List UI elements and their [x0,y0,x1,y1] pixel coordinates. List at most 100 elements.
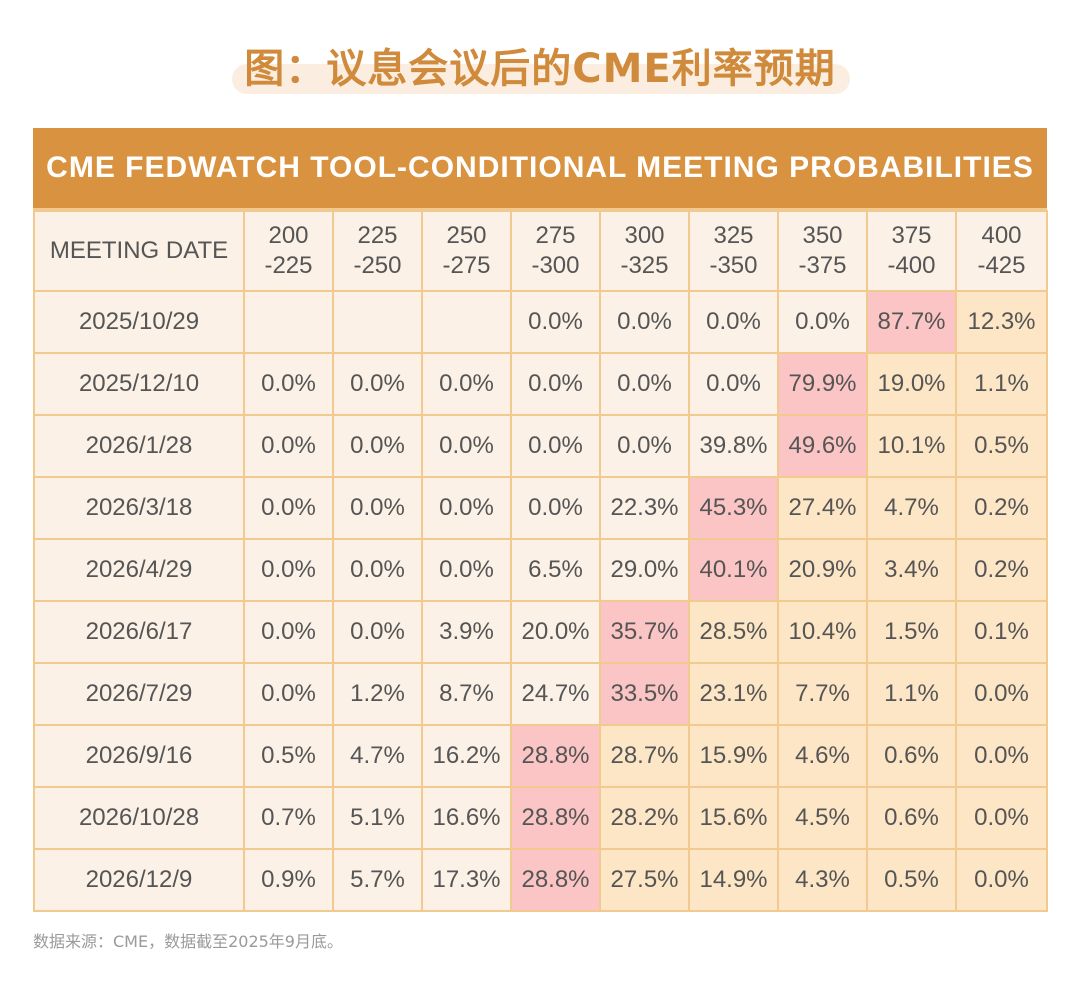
header-rate-range: 350 -375 [777,210,868,292]
probability-cell-max: 28.8% [510,724,601,788]
probability-cell: 0.6% [866,786,957,850]
probability-cell: 23.1% [688,662,779,726]
probability-cell: 28.2% [599,786,690,850]
probability-cell: 22.3% [599,476,690,540]
probability-cell: 0.0% [332,414,423,478]
probability-cell: 0.5% [243,724,334,788]
probability-cell: 4.7% [866,476,957,540]
table-body: MEETING DATE 200 -225 225 -250 250 -275 275 -30… [33,210,1048,912]
probability-cell [332,290,423,354]
header-rate-low: 250 [446,222,487,249]
probability-cell: 0.0% [421,352,512,416]
header-rate-high: -375 [798,252,847,279]
probability-cell: 4.3% [777,848,868,912]
table-header-row: MEETING DATE 200 -225 225 -250 250 -275 275 -30… [33,210,1048,292]
probability-cell: 0.5% [866,848,957,912]
header-rate-high: -275 [442,252,491,279]
probability-cell: 4.6% [777,724,868,788]
probability-cell: 0.1% [955,600,1048,664]
probability-cell: 1.1% [866,662,957,726]
probability-cell: 0.9% [243,848,334,912]
probability-cell: 10.4% [777,600,868,664]
probability-cell: 0.7% [243,786,334,850]
meeting-date-cell: 2026/9/16 [33,724,245,788]
probability-cell: 10.1% [866,414,957,478]
table-row: 2026/9/16 0.5% 4.7% 16.2% 28.8% 28.7% 15.9% 4.6… [33,724,1048,788]
probability-cell: 1.2% [332,662,423,726]
probability-cell: 0.0% [599,290,690,354]
probability-cell: 5.7% [332,848,423,912]
probability-cell: 15.6% [688,786,779,850]
header-rate-range: 225 -250 [332,210,423,292]
probability-cell: 3.9% [421,600,512,664]
probability-cell: 0.0% [421,414,512,478]
probability-cell: 1.5% [866,600,957,664]
probability-cell: 16.6% [421,786,512,850]
header-rate-low: 300 [624,222,665,249]
probability-cell: 28.5% [688,600,779,664]
probability-cell: 14.9% [688,848,779,912]
probability-cell: 0.0% [332,538,423,602]
probability-cell [421,290,512,354]
probability-cell-max: 87.7% [866,290,957,354]
probability-table-panel: CME FEDWATCH TOOL-CONDITIONAL MEETING PR… [33,128,1048,912]
probability-cell: 20.0% [510,600,601,664]
probability-cell: 27.4% [777,476,868,540]
meeting-date-cell: 2025/12/10 [33,352,245,416]
probability-cell: 0.0% [510,476,601,540]
table-row: 2026/3/18 0.0% 0.0% 0.0% 0.0% 22.3% 45.3% 27.4%… [33,476,1048,540]
probability-cell: 1.1% [955,352,1048,416]
probability-cell: 0.0% [688,352,779,416]
table-row: 2025/12/10 0.0% 0.0% 0.0% 0.0% 0.0% 0.0% 79.9% 1… [33,352,1048,416]
table-row: 2026/6/17 0.0% 0.0% 3.9% 20.0% 35.7% 28.5% 10.4… [33,600,1048,664]
probability-cell-max: 35.7% [599,600,690,664]
probability-cell: 7.7% [777,662,868,726]
probability-cell: 0.5% [955,414,1048,478]
meeting-date-cell: 2026/7/29 [33,662,245,726]
probability-cell: 0.0% [243,662,334,726]
probability-cell: 28.7% [599,724,690,788]
probability-cell: 0.0% [955,786,1048,850]
header-rate-low: 325 [713,222,754,249]
header-rate-high: -425 [977,252,1026,279]
probability-cell-max: 28.8% [510,786,601,850]
probability-cell: 27.5% [599,848,690,912]
probability-cell: 19.0% [866,352,957,416]
header-rate-low: 200 [268,222,309,249]
header-rate-high: -250 [353,252,402,279]
probability-cell: 24.7% [510,662,601,726]
probability-cell: 0.0% [777,290,868,354]
table-banner-title: CME FEDWATCH TOOL-CONDITIONAL MEETING PR… [33,128,1047,208]
table-row: 2026/10/28 0.7% 5.1% 16.6% 28.8% 28.2% 15.6% 4.… [33,786,1048,850]
table-row: 2026/4/29 0.0% 0.0% 0.0% 6.5% 29.0% 40.1% 20.9%… [33,538,1048,602]
probability-cell: 0.0% [421,476,512,540]
probability-cell: 12.3% [955,290,1048,354]
meeting-date-cell: 2026/6/17 [33,600,245,664]
table-row: 2026/12/9 0.9% 5.7% 17.3% 28.8% 27.5% 14.9% 4.3… [33,848,1048,912]
probability-cell: 16.2% [421,724,512,788]
meeting-date-cell: 2025/10/29 [33,290,245,354]
title-highlight-pill [232,64,850,94]
probability-cell: 6.5% [510,538,601,602]
table-row: 2026/1/28 0.0% 0.0% 0.0% 0.0% 0.0% 39.8% 49.6% 1… [33,414,1048,478]
header-rate-high: -325 [620,252,669,279]
probability-cell-max: 40.1% [688,538,779,602]
probability-cell: 3.4% [866,538,957,602]
probability-cell: 0.0% [510,414,601,478]
probability-table: MEETING DATE 200 -225 225 -250 250 -275 275 -30… [33,210,1048,912]
header-meeting-date: MEETING DATE [33,210,245,292]
probability-cell: 0.0% [243,476,334,540]
probability-cell-max: 45.3% [688,476,779,540]
probability-cell: 29.0% [599,538,690,602]
source-footnote: 数据来源：CME，数据截至2025年9月底。 [33,932,343,951]
header-rate-low: 375 [891,222,932,249]
header-rate-range: 250 -275 [421,210,512,292]
probability-cell-max: 79.9% [777,352,868,416]
header-rate-high: -225 [264,252,313,279]
header-rate-range: 325 -350 [688,210,779,292]
probability-cell: 17.3% [421,848,512,912]
table-row: 2026/7/29 0.0% 1.2% 8.7% 24.7% 33.5% 23.1% 7.7%… [33,662,1048,726]
probability-cell: 0.2% [955,476,1048,540]
header-rate-range: 200 -225 [243,210,334,292]
probability-cell-max: 28.8% [510,848,601,912]
